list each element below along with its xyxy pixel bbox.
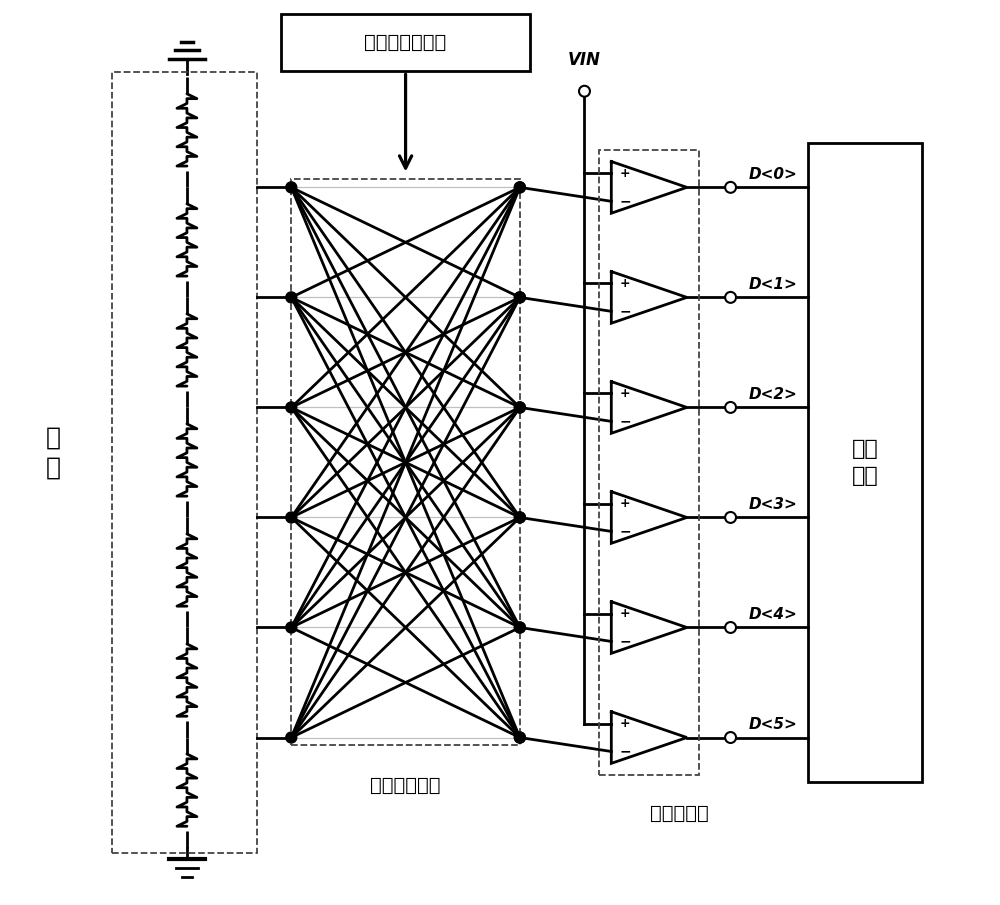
Text: −: − bbox=[619, 634, 631, 649]
Text: 伪随机码生成器: 伪随机码生成器 bbox=[364, 33, 447, 52]
Circle shape bbox=[514, 732, 525, 743]
Text: −: − bbox=[619, 304, 631, 319]
Circle shape bbox=[286, 182, 297, 193]
Bar bbox=[281, 14, 530, 71]
Circle shape bbox=[514, 292, 525, 303]
Text: 比较器阵列: 比较器阵列 bbox=[650, 804, 708, 823]
Circle shape bbox=[286, 512, 297, 523]
Circle shape bbox=[725, 512, 736, 523]
Bar bbox=[291, 179, 520, 746]
Circle shape bbox=[514, 732, 525, 743]
Text: −: − bbox=[619, 524, 631, 538]
Circle shape bbox=[514, 622, 525, 633]
Text: 编码
电路: 编码 电路 bbox=[852, 439, 879, 486]
Circle shape bbox=[725, 622, 736, 633]
Text: VIN: VIN bbox=[568, 52, 601, 70]
Text: D<0>: D<0> bbox=[748, 167, 797, 182]
Circle shape bbox=[286, 622, 297, 633]
Circle shape bbox=[725, 402, 736, 413]
Text: +: + bbox=[619, 607, 630, 620]
Circle shape bbox=[514, 512, 525, 523]
Text: +: + bbox=[619, 497, 630, 510]
Circle shape bbox=[514, 402, 525, 413]
Circle shape bbox=[514, 182, 525, 193]
Circle shape bbox=[514, 622, 525, 633]
Bar bbox=[112, 72, 257, 853]
Text: D<2>: D<2> bbox=[748, 387, 797, 402]
Text: +: + bbox=[619, 717, 630, 730]
Text: +: + bbox=[619, 167, 630, 180]
Circle shape bbox=[725, 292, 736, 303]
Text: +: + bbox=[619, 277, 630, 290]
Bar bbox=[599, 149, 699, 776]
Circle shape bbox=[725, 732, 736, 743]
Text: D<1>: D<1> bbox=[748, 277, 797, 292]
Circle shape bbox=[514, 182, 525, 193]
Circle shape bbox=[514, 292, 525, 303]
Circle shape bbox=[514, 402, 525, 413]
Circle shape bbox=[286, 292, 297, 303]
Text: 选通开关阵列: 选通开关阵列 bbox=[370, 776, 441, 795]
Circle shape bbox=[725, 182, 736, 193]
Text: +: + bbox=[619, 387, 630, 400]
Text: D<4>: D<4> bbox=[748, 607, 797, 622]
Circle shape bbox=[514, 512, 525, 523]
Circle shape bbox=[286, 402, 297, 413]
Circle shape bbox=[286, 732, 297, 743]
Bar bbox=[808, 143, 922, 782]
Text: −: − bbox=[619, 745, 631, 758]
Text: D<3>: D<3> bbox=[748, 497, 797, 512]
Circle shape bbox=[579, 86, 590, 97]
Text: −: − bbox=[619, 414, 631, 428]
Text: D<5>: D<5> bbox=[748, 717, 797, 732]
Text: 电
阻: 电 阻 bbox=[45, 425, 60, 480]
Text: −: − bbox=[619, 195, 631, 208]
